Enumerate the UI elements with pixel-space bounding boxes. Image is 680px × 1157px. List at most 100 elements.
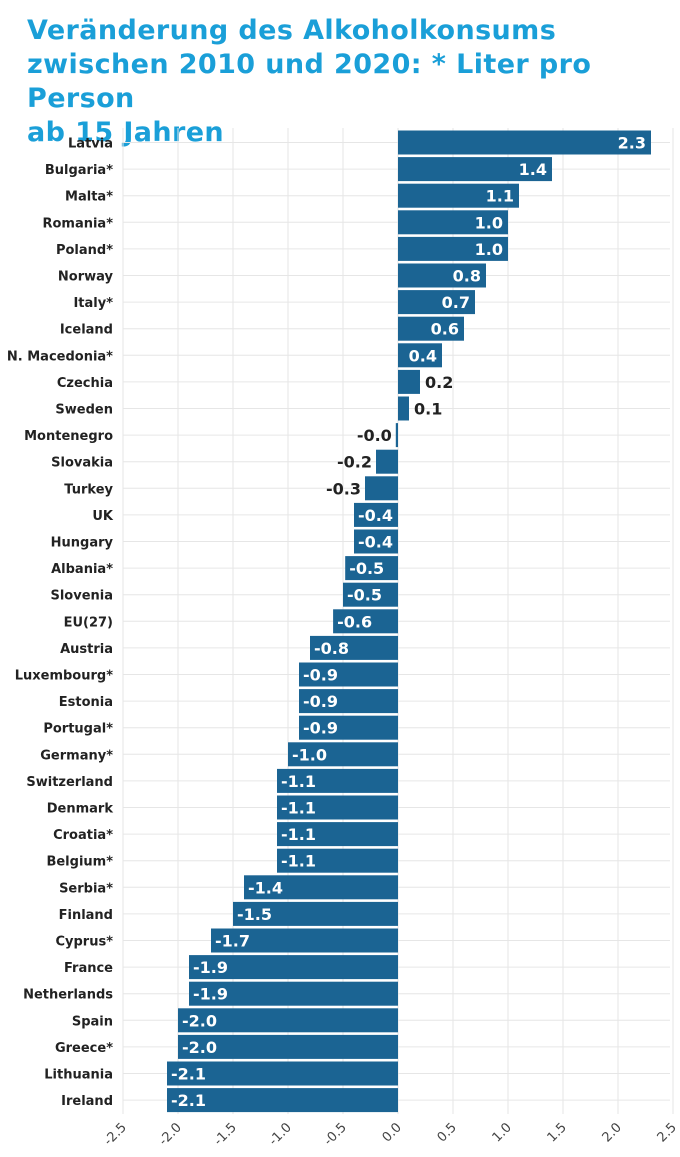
value-label: 1.0 (475, 240, 503, 259)
category-label: Latvia (68, 137, 113, 152)
bar (398, 343, 442, 368)
bar (333, 609, 398, 634)
category-label: Ireland (61, 1094, 113, 1109)
category-label: Montenegro (24, 429, 113, 444)
value-label: 1.4 (519, 160, 547, 179)
category-label: UK (92, 509, 114, 524)
category-label: Netherlands (23, 988, 113, 1003)
chart-title-line-1: Veränderung des Alkoholkonsums (27, 15, 557, 46)
bar (398, 316, 464, 341)
value-label: -0.3 (326, 479, 361, 498)
value-label: 0.1 (414, 400, 442, 419)
value-label: -0.4 (358, 533, 393, 552)
bar (398, 396, 409, 421)
chart-title: Veränderung des Alkoholkonsums zwischen … (27, 14, 667, 150)
category-label: Norway (58, 270, 114, 285)
category-label: Lithuania (44, 1068, 113, 1083)
bars (167, 130, 651, 1113)
value-label: -2.1 (171, 1065, 206, 1084)
value-label: 0.8 (453, 267, 481, 286)
category-label: Cyprus* (55, 935, 113, 950)
category-label: Malta* (65, 190, 113, 205)
x-tick-label: 0.5 (435, 1120, 460, 1145)
bar (244, 875, 398, 900)
value-label: 0.7 (442, 293, 470, 312)
value-label: -0.8 (314, 639, 349, 658)
bar (398, 290, 475, 315)
category-label: Spain (72, 1014, 113, 1029)
bar (310, 635, 398, 660)
x-tick-label: -1.5 (211, 1120, 240, 1149)
value-label: -0.0 (357, 426, 392, 445)
category-label: Romania* (42, 216, 113, 231)
bar (398, 157, 552, 182)
bar (189, 981, 398, 1006)
bar (277, 795, 398, 820)
category-label: Czechia (57, 376, 113, 391)
value-label: -1.1 (281, 825, 316, 844)
value-label: -1.5 (237, 905, 272, 924)
value-label: 0.4 (409, 346, 437, 365)
value-label: -1.9 (193, 958, 228, 977)
value-label: -0.2 (337, 453, 372, 472)
bar (398, 236, 508, 261)
x-tick-label: 1.0 (490, 1120, 515, 1145)
category-label: Switzerland (26, 775, 113, 790)
x-tick-label: 2.0 (600, 1120, 625, 1145)
bar (167, 1061, 398, 1086)
category-label: Poland* (56, 243, 113, 258)
category-label: Slovenia (50, 589, 113, 604)
bar (299, 715, 398, 740)
bar (398, 263, 486, 288)
category-label: Sweden (55, 403, 113, 418)
bar (277, 848, 398, 873)
bar (345, 556, 398, 581)
value-label: 0.2 (425, 373, 453, 392)
bar (299, 689, 398, 714)
bar (178, 1034, 398, 1059)
x-tick-label: -2.5 (101, 1120, 130, 1149)
value-label: 1.1 (486, 187, 514, 206)
category-label: Finland (59, 908, 113, 923)
category-label: Iceland (60, 323, 113, 338)
category-label: Serbia* (59, 881, 113, 896)
bar (398, 183, 519, 208)
value-label: -0.4 (358, 506, 393, 525)
bar (354, 529, 398, 554)
value-label: -0.9 (303, 666, 338, 685)
bar (376, 449, 398, 474)
category-label: France (64, 961, 113, 976)
bar (398, 130, 651, 155)
category-label: Belgium* (46, 855, 113, 870)
x-tick-label: -2.0 (156, 1120, 185, 1149)
value-label: -1.1 (281, 852, 316, 871)
bar (233, 901, 398, 926)
bar (178, 1008, 398, 1033)
category-label: Luxembourg* (15, 669, 113, 684)
category-label: Italy* (73, 296, 113, 311)
category-label: Austria (60, 642, 113, 657)
category-label: N. Macedonia* (7, 349, 113, 364)
bar (167, 1088, 398, 1113)
value-label: -1.0 (292, 745, 327, 764)
category-labels: Latvia Bulgaria* Malta* Romania* Poland* Norw… (7, 137, 114, 1110)
value-label: 1.0 (475, 213, 503, 232)
bar (277, 768, 398, 793)
bar (365, 476, 398, 501)
category-label: Slovakia (51, 456, 113, 471)
value-label: -0.5 (347, 586, 382, 605)
x-axis-ticks: -2.5 -2.0 -1.5 -1.0 -0.5 0.0 0.5 1.0 1.5 2.0 2.5 (101, 1120, 680, 1149)
category-label: Bulgaria* (45, 163, 113, 178)
x-tick-label: 0.0 (380, 1120, 405, 1145)
value-label: -0.5 (349, 559, 384, 578)
x-tick-label: 1.5 (545, 1120, 570, 1145)
x-tick-label: 2.5 (655, 1120, 680, 1145)
value-label: 2.3 (618, 134, 646, 153)
category-label: Estonia (59, 695, 113, 710)
bar (299, 662, 398, 687)
value-label: -0.9 (303, 719, 338, 738)
x-tick-label: -1.0 (266, 1120, 295, 1149)
value-label: -2.0 (182, 1038, 217, 1057)
bar (354, 502, 398, 527)
